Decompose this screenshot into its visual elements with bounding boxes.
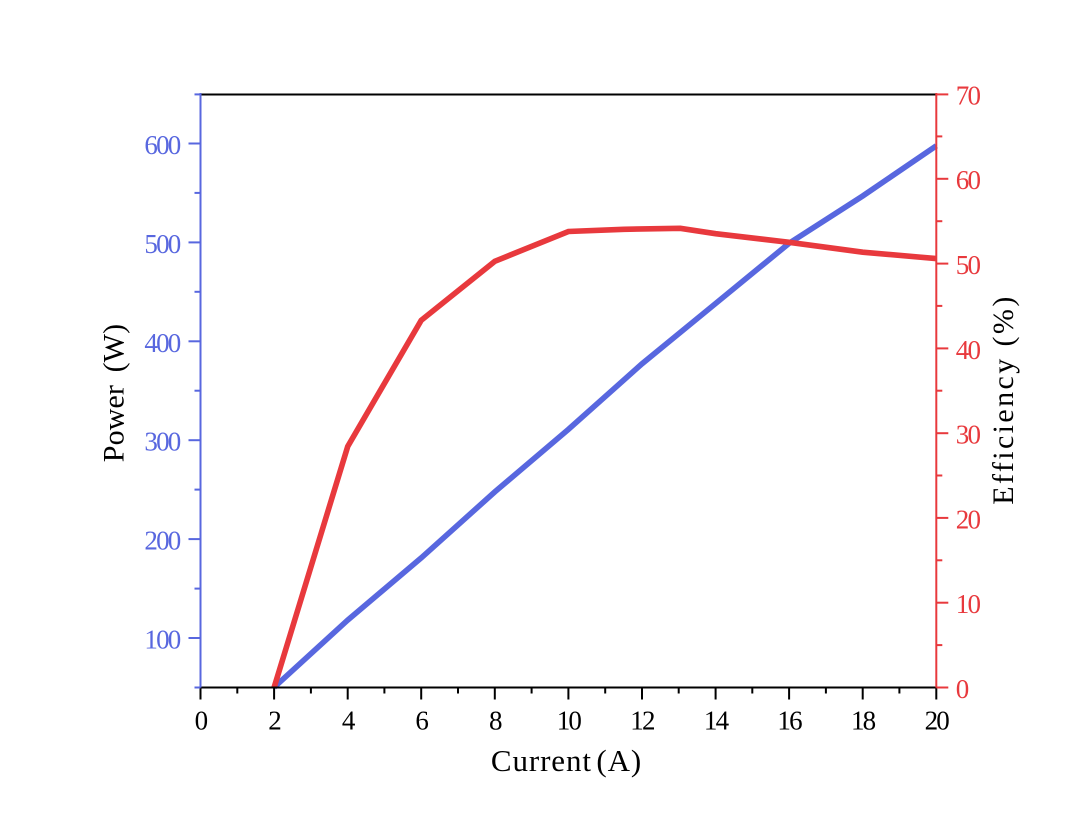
svg-text:10: 10 <box>956 589 981 619</box>
svg-text:40: 40 <box>956 335 981 365</box>
svg-text:Power (W): Power (W) <box>98 324 131 462</box>
svg-text:6: 6 <box>415 705 428 735</box>
svg-text:Current(A): Current (A) <box>491 743 642 778</box>
svg-text:30: 30 <box>956 420 981 450</box>
svg-text:20: 20 <box>956 504 981 534</box>
svg-text:Efficiency (%): Efficiency (%) <box>987 294 1020 504</box>
svg-text:50: 50 <box>956 250 981 280</box>
svg-text:2: 2 <box>268 705 281 735</box>
svg-text:300: 300 <box>144 427 180 457</box>
svg-text:70: 70 <box>956 80 981 110</box>
svg-text:10: 10 <box>557 705 582 735</box>
svg-text:100: 100 <box>144 625 180 655</box>
svg-text:20: 20 <box>925 705 950 735</box>
svg-text:16: 16 <box>777 705 802 735</box>
svg-text:500: 500 <box>144 229 180 259</box>
svg-text:60: 60 <box>956 165 981 195</box>
svg-text:0: 0 <box>195 705 208 735</box>
svg-text:18: 18 <box>851 705 876 735</box>
svg-text:0: 0 <box>956 674 969 704</box>
svg-text:12: 12 <box>630 705 655 735</box>
svg-text:600: 600 <box>144 130 180 160</box>
svg-text:200: 200 <box>144 526 180 556</box>
svg-text:8: 8 <box>489 705 502 735</box>
svg-text:400: 400 <box>144 328 180 358</box>
svg-text:14: 14 <box>704 705 730 735</box>
